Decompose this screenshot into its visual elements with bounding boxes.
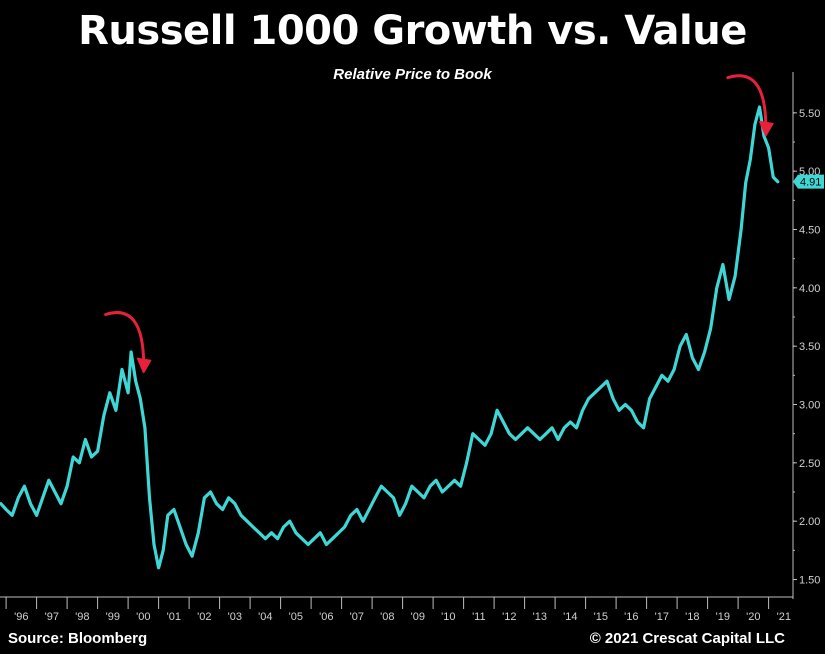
y-tick-label: 3.50 [799, 341, 820, 353]
x-tick-label: '10 [441, 611, 455, 623]
x-tick-label: '11 [472, 611, 486, 623]
y-tick-label: 4.00 [799, 283, 820, 295]
x-tick-label: '15 [594, 611, 608, 623]
x-axis: '96 '97 '98 '99 '00 '01 '02 '03 '04 '05 '06 '07 '08 '… [0, 596, 793, 623]
chart-title: Russell 1000 Growth vs. Value [78, 8, 747, 54]
peak-2000-arrow-head [136, 357, 152, 374]
y-tick-label: 2.00 [799, 516, 820, 528]
x-tick-label: '21 [777, 611, 791, 623]
x-tick-label: '02 [197, 611, 211, 623]
x-tick-label: '08 [380, 611, 394, 623]
last-value-marker: 4.91 [793, 174, 824, 189]
x-tick-label: '96 [14, 611, 28, 623]
chart-subtitle: Relative Price to Book [333, 66, 492, 83]
x-tick-label: '04 [258, 611, 272, 623]
peak-2020-arrow-curve [726, 74, 768, 130]
x-tick-label: '01 [167, 611, 181, 623]
peak-2020-arrow-head [759, 120, 774, 137]
y-tick-label: 3.00 [799, 400, 820, 412]
y-tick-label: 5.50 [799, 108, 820, 120]
x-tick-label: '99 [106, 611, 120, 623]
peak-2000-arrow-curve [104, 311, 146, 366]
copyright-note: © 2021 Crescat Capital LLC [589, 630, 785, 647]
x-tick-label: '14 [563, 611, 577, 623]
x-tick-label: '97 [45, 611, 59, 623]
annotation-layer [104, 74, 774, 374]
y-tick-label: 1.50 [799, 575, 820, 587]
last-value-label: 4.91 [800, 177, 821, 189]
x-tick-label: '12 [502, 611, 516, 623]
x-tick-label: '09 [411, 611, 425, 623]
source-note: Source: Bloomberg [8, 630, 148, 647]
last-value-box [793, 174, 824, 189]
x-tick-label: '06 [319, 611, 333, 623]
x-tick-label: '07 [350, 611, 364, 623]
y-tick-label: 4.50 [799, 225, 820, 237]
y-tick-label: 2.50 [799, 458, 820, 470]
x-tick-label: '05 [289, 611, 303, 623]
x-tick-label: '20 [746, 611, 760, 623]
x-tick-label: '03 [228, 611, 242, 623]
x-tick-label: '18 [685, 611, 699, 623]
series-line-0 [0, 105, 780, 570]
x-tick-label: '98 [75, 611, 89, 623]
x-tick-label: '00 [136, 611, 150, 623]
x-tick-label: '17 [655, 611, 669, 623]
x-tick-label: '19 [716, 611, 730, 623]
x-tick-label: '16 [624, 611, 638, 623]
y-axis: 1.502.002.503.003.504.004.505.005.50 [792, 72, 820, 599]
x-tick-label: '13 [533, 611, 547, 623]
series-layer [0, 105, 780, 570]
